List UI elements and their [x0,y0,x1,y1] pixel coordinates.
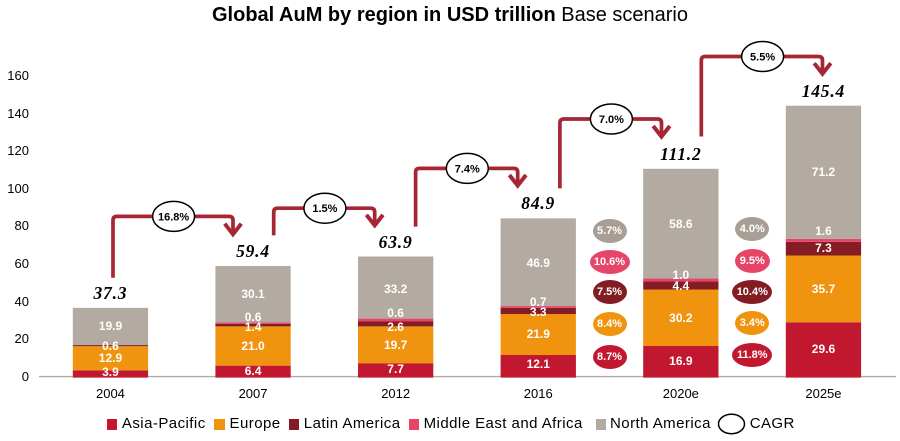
svg-text:7.4%: 7.4% [455,163,480,175]
svg-text:5.5%: 5.5% [750,52,775,64]
svg-text:1.5%: 1.5% [312,203,337,215]
svg-text:7.0%: 7.0% [599,114,624,126]
svg-text:16.8%: 16.8% [158,211,189,223]
